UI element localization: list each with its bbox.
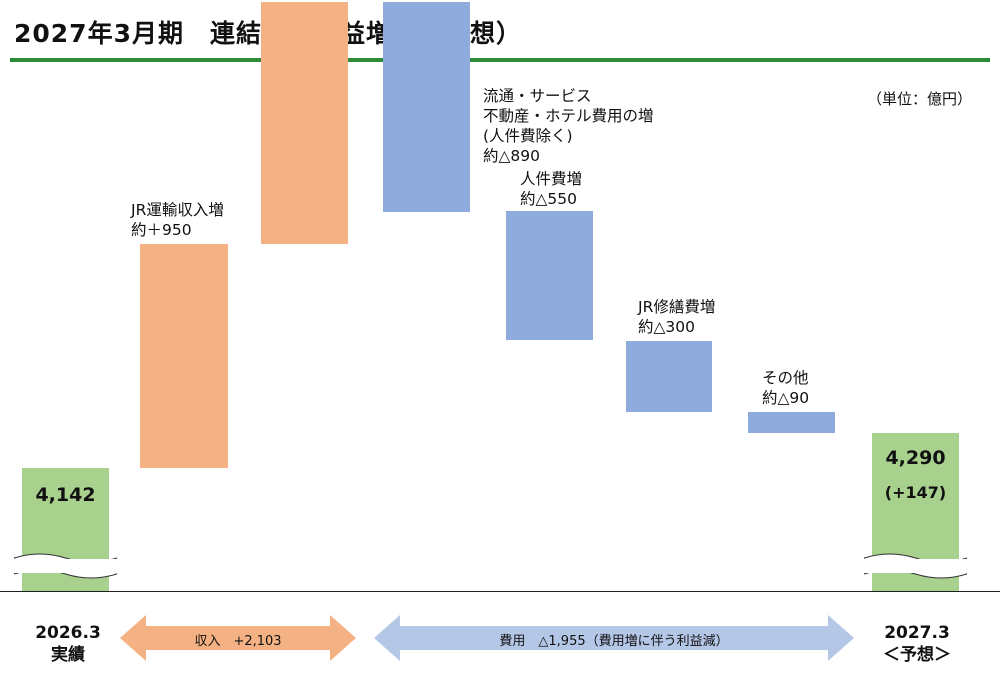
title-rule xyxy=(10,58,990,62)
step-label-6: その他約△90 xyxy=(762,368,809,408)
unit-label: （単位：億円） xyxy=(866,90,972,108)
revenue-arrow-label: 収入 +2,103 xyxy=(194,634,282,649)
step-label-5-line: 約△300 xyxy=(638,318,696,336)
step-label-1: JR運輸収入増 約＋950 xyxy=(131,200,224,240)
cost-arrow xyxy=(374,615,854,661)
bar-step-3 xyxy=(383,2,470,212)
end-period-label: 2027.3 ＜予想＞ xyxy=(862,622,972,666)
bar-step-2 xyxy=(261,2,348,244)
cost-arrow-label: 費用 △1,955（費用増に伴う利益減） xyxy=(499,634,729,649)
revenue-arrow xyxy=(120,615,356,661)
bar-step-5 xyxy=(626,341,712,412)
step-label-1-line: JR運輸収入増 xyxy=(131,201,224,219)
step-label-3: 流通・サービス不動産・ホテル費用の増 (人件費除く) 約△890 xyxy=(483,86,654,166)
bar-step-1 xyxy=(140,244,228,468)
step-label-4-line: 人件費増 xyxy=(520,170,583,188)
axis-break-start xyxy=(14,553,117,579)
bar-step-6 xyxy=(748,412,835,433)
step-label-1-line: 約＋950 xyxy=(131,221,192,239)
step-label-5-line: JR修繕費増 xyxy=(638,298,716,316)
step-label-4-line: 約△550 xyxy=(520,190,578,208)
step-label-3-line: (人件費除く) xyxy=(483,127,573,145)
step-label-5: JR修繕費増 約△300 xyxy=(638,297,715,337)
end-change-label: (+147) xyxy=(884,483,947,502)
step-label-6-line: 約△90 xyxy=(762,389,810,407)
step-label-6-line: その他 xyxy=(762,369,809,387)
start-period-kind: 実績 xyxy=(51,645,85,665)
end-value-label: 4,290 xyxy=(885,447,946,469)
step-label-3-line: 不動産・ホテル費用の増 xyxy=(483,107,654,125)
step-label-4: 人件費増約△550 xyxy=(520,169,582,209)
end-period-year: 2027.3 xyxy=(884,623,950,643)
step-label-3-line: 約△890 xyxy=(483,147,541,165)
end-period-kind: ＜予想＞ xyxy=(883,645,951,665)
baseline xyxy=(0,591,1000,592)
start-period-label: 2026.3 実績 xyxy=(18,622,118,666)
start-period-year: 2026.3 xyxy=(35,623,101,643)
start-value-label: 4,142 xyxy=(35,484,96,506)
step-label-3-line: 流通・サービス xyxy=(483,87,592,105)
bar-step-4 xyxy=(506,211,593,340)
axis-break-end xyxy=(864,553,967,579)
